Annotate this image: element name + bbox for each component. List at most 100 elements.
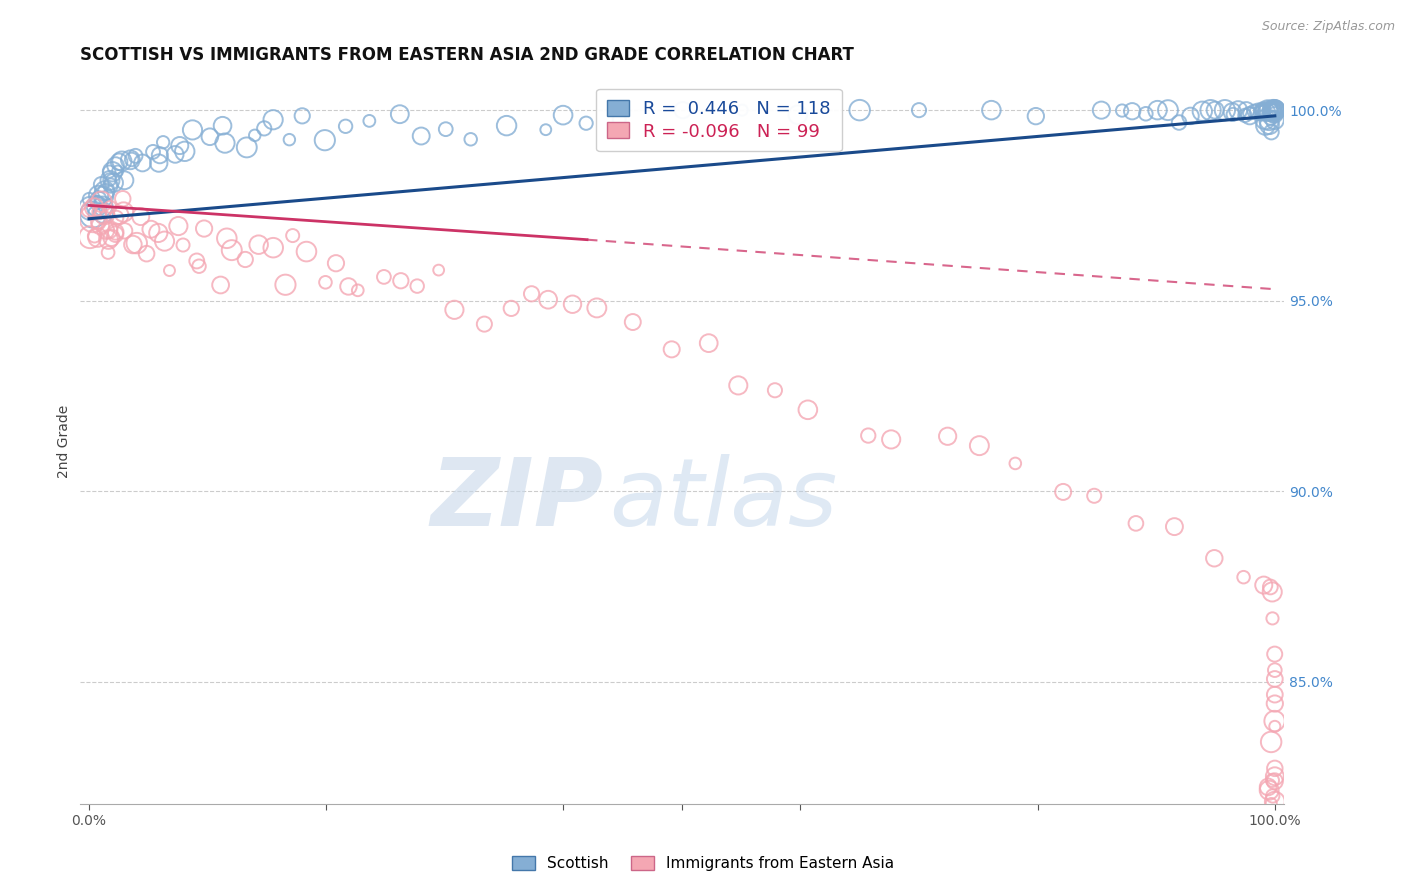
Point bbox=[125, 236, 148, 251]
Point bbox=[295, 244, 318, 259]
Point bbox=[1260, 111, 1282, 125]
Point bbox=[135, 246, 157, 260]
Point bbox=[77, 202, 100, 217]
Point bbox=[91, 199, 114, 213]
Point bbox=[1258, 783, 1281, 797]
Point bbox=[89, 219, 111, 233]
Point bbox=[167, 219, 190, 233]
Point bbox=[120, 153, 142, 167]
Point bbox=[90, 178, 112, 192]
Point bbox=[1254, 119, 1277, 133]
Point bbox=[1264, 795, 1286, 809]
Point bbox=[1257, 103, 1279, 117]
Point bbox=[1251, 103, 1274, 118]
Point bbox=[233, 252, 256, 267]
Point bbox=[94, 184, 117, 198]
Point bbox=[1254, 112, 1277, 127]
Point bbox=[1263, 103, 1285, 117]
Point bbox=[1247, 104, 1270, 119]
Point bbox=[112, 173, 135, 187]
Point bbox=[1264, 103, 1286, 117]
Point bbox=[247, 237, 270, 252]
Point bbox=[551, 108, 574, 122]
Legend: Scottish, Immigrants from Eastern Asia: Scottish, Immigrants from Eastern Asia bbox=[506, 849, 900, 877]
Point bbox=[98, 223, 121, 237]
Point bbox=[325, 256, 347, 270]
Point bbox=[1168, 115, 1191, 129]
Point bbox=[1257, 780, 1279, 794]
Point bbox=[281, 228, 304, 243]
Point bbox=[672, 103, 695, 117]
Point bbox=[148, 156, 170, 170]
Point bbox=[1135, 107, 1157, 121]
Point bbox=[1234, 103, 1257, 117]
Point bbox=[1250, 106, 1272, 120]
Point bbox=[94, 185, 117, 199]
Point bbox=[98, 164, 121, 178]
Point bbox=[77, 192, 100, 206]
Point bbox=[1232, 570, 1254, 584]
Point bbox=[1261, 110, 1284, 124]
Point bbox=[1258, 118, 1281, 132]
Point bbox=[561, 297, 583, 311]
Point bbox=[495, 119, 517, 133]
Point bbox=[107, 164, 129, 178]
Point bbox=[534, 122, 557, 136]
Point bbox=[1264, 103, 1286, 117]
Point bbox=[98, 172, 121, 186]
Point bbox=[1264, 719, 1286, 733]
Point bbox=[335, 120, 357, 134]
Point bbox=[1260, 580, 1282, 594]
Point bbox=[94, 223, 117, 237]
Point bbox=[82, 208, 104, 222]
Point bbox=[165, 147, 187, 161]
Point bbox=[159, 263, 181, 277]
Point bbox=[129, 210, 152, 224]
Point bbox=[214, 136, 236, 150]
Point bbox=[1180, 109, 1202, 123]
Point bbox=[198, 129, 221, 144]
Point bbox=[1243, 104, 1265, 119]
Point bbox=[1264, 103, 1286, 117]
Point bbox=[274, 277, 297, 292]
Point bbox=[79, 202, 101, 216]
Point bbox=[87, 193, 110, 207]
Point bbox=[969, 439, 991, 453]
Point bbox=[86, 195, 108, 210]
Point bbox=[121, 153, 143, 167]
Point bbox=[1264, 697, 1286, 711]
Point bbox=[1261, 789, 1284, 803]
Point bbox=[1191, 104, 1213, 119]
Point bbox=[1251, 103, 1274, 117]
Point bbox=[607, 112, 630, 127]
Point bbox=[359, 114, 381, 128]
Point bbox=[91, 206, 114, 220]
Text: Source: ZipAtlas.com: Source: ZipAtlas.com bbox=[1261, 20, 1395, 33]
Point bbox=[797, 402, 820, 417]
Point bbox=[1261, 585, 1284, 599]
Point bbox=[1121, 104, 1143, 119]
Point bbox=[1264, 647, 1286, 661]
Point bbox=[621, 315, 644, 329]
Point bbox=[1125, 516, 1147, 531]
Point bbox=[1264, 103, 1286, 117]
Point bbox=[1239, 109, 1261, 123]
Point bbox=[1052, 484, 1074, 499]
Point bbox=[97, 232, 120, 246]
Point bbox=[122, 237, 145, 252]
Point bbox=[1264, 761, 1286, 775]
Point bbox=[1261, 103, 1284, 117]
Point bbox=[82, 211, 104, 226]
Point bbox=[1233, 108, 1256, 122]
Point bbox=[79, 230, 101, 244]
Point bbox=[291, 109, 314, 123]
Point bbox=[1256, 105, 1278, 120]
Point bbox=[90, 194, 112, 209]
Point bbox=[434, 122, 457, 136]
Point bbox=[111, 192, 134, 206]
Point bbox=[936, 429, 959, 443]
Point bbox=[373, 269, 395, 284]
Point bbox=[763, 384, 786, 398]
Point bbox=[1264, 103, 1286, 117]
Point bbox=[148, 226, 170, 240]
